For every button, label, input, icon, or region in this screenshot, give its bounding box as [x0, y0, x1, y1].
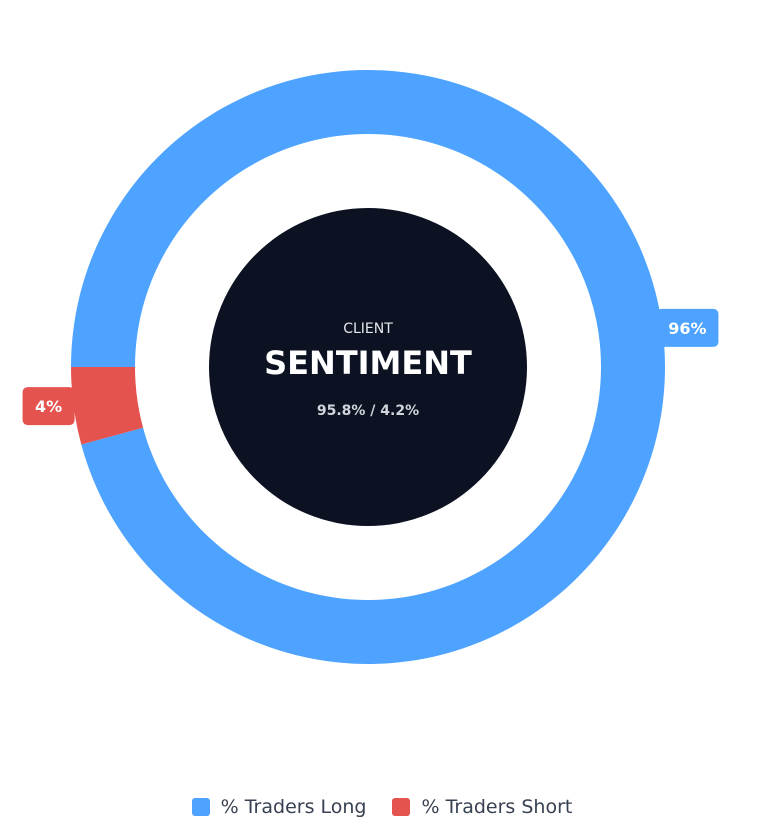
- center-subtitle: 95.8% / 4.2%: [317, 403, 419, 419]
- data-labels: 96% 4%: [22, 308, 719, 426]
- center-disc: [209, 208, 527, 526]
- legend-item-short[interactable]: % Traders Short: [392, 796, 572, 818]
- legend-swatch-long: [191, 798, 210, 816]
- data-label-box: [656, 308, 719, 347]
- data-label-box: [22, 387, 75, 426]
- donut-slice-short[interactable]: [71, 367, 144, 445]
- chart-legend: % Traders Long % Traders Short: [0, 796, 764, 818]
- center-title: SENTIMENT: [264, 344, 472, 382]
- legend-swatch-short: [392, 798, 411, 816]
- data-label-text: 4%: [35, 397, 62, 416]
- data-label-text: 96%: [668, 319, 706, 338]
- donut-slices: [71, 69, 665, 665]
- legend-label-short: % Traders Short: [421, 796, 573, 818]
- data-label-long: 96%: [656, 308, 719, 347]
- legend-item-long[interactable]: % Traders Long: [191, 796, 367, 818]
- center-caption: CLIENT: [343, 321, 393, 337]
- legend-label-long: % Traders Long: [220, 796, 367, 818]
- data-label-short: 4%: [22, 387, 75, 426]
